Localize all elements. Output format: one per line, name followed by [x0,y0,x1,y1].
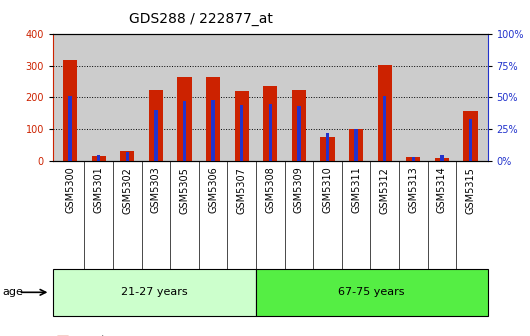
Text: GSM5312: GSM5312 [379,167,390,214]
Bar [297,107,301,161]
Bar [463,111,478,161]
Bar [68,96,72,161]
Bar [206,77,220,161]
Bar [412,158,415,161]
Bar [469,119,472,161]
Text: GSM5313: GSM5313 [408,167,418,213]
Bar [383,96,386,161]
Text: GSM5305: GSM5305 [180,167,190,214]
Text: GSM5308: GSM5308 [266,167,275,213]
Bar [97,155,101,161]
Text: GSM5300: GSM5300 [65,167,75,213]
Bar [326,133,329,161]
Bar [211,100,215,161]
Text: count: count [75,335,106,336]
Bar [183,101,186,161]
Bar [435,158,449,161]
Bar [120,151,135,161]
Bar [92,156,106,161]
Text: GSM5303: GSM5303 [151,167,161,213]
Text: GSM5310: GSM5310 [322,167,332,213]
Bar [320,137,334,161]
Bar [126,152,129,161]
Text: GSM5301: GSM5301 [94,167,104,213]
Text: GSM5302: GSM5302 [122,167,132,214]
Bar [377,65,392,161]
Bar [154,110,157,161]
Bar [406,158,420,161]
Bar [235,91,249,161]
Text: GSM5315: GSM5315 [465,167,475,214]
Bar [53,269,256,316]
Bar [256,269,488,316]
Text: GSM5306: GSM5306 [208,167,218,213]
Text: GDS288 / 222877_at: GDS288 / 222877_at [129,12,273,26]
Bar [269,104,272,161]
Bar [440,155,444,161]
Text: GSM5311: GSM5311 [351,167,361,213]
Text: GSM5307: GSM5307 [237,167,246,214]
Bar [149,90,163,161]
Bar [178,77,192,161]
Bar [63,60,77,161]
Bar [355,129,358,161]
Text: 21-27 years: 21-27 years [121,287,188,297]
Text: GSM5309: GSM5309 [294,167,304,213]
Text: 67-75 years: 67-75 years [339,287,405,297]
Bar [349,129,363,161]
Text: GSM5314: GSM5314 [437,167,447,213]
Text: age: age [3,287,23,297]
Bar [263,86,277,161]
Bar [240,105,243,161]
Bar [292,90,306,161]
